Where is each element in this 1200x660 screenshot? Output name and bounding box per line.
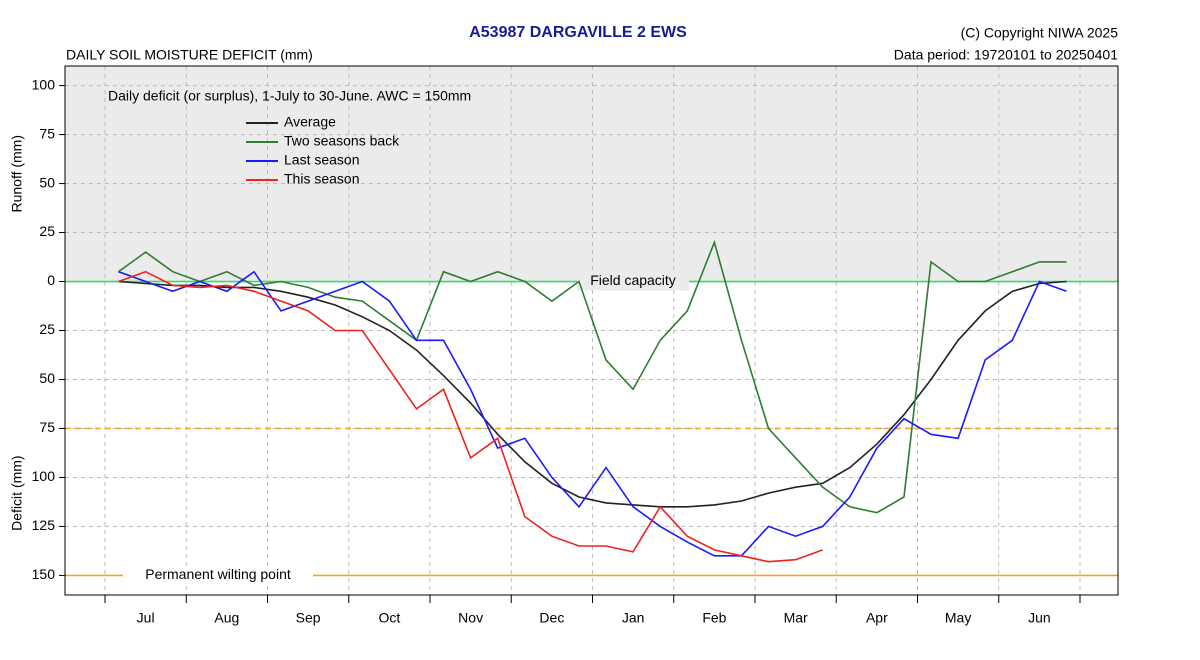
y-tick-label: 0 bbox=[47, 272, 55, 288]
x-tick-label: Aug bbox=[214, 610, 239, 626]
copyright: (C) Copyright NIWA 2025 bbox=[961, 25, 1119, 41]
x-tick-label: Jan bbox=[622, 610, 645, 626]
reference-label-bg bbox=[123, 566, 313, 585]
x-tick-label: May bbox=[945, 610, 971, 626]
y-tick-label: 100 bbox=[32, 468, 56, 484]
surplus-shade bbox=[65, 66, 1118, 282]
x-tick-label: Feb bbox=[702, 610, 726, 626]
y-axis-label: Deficit (mm) bbox=[9, 455, 25, 530]
y-tick-label: 25 bbox=[39, 223, 55, 239]
reference-label: Permanent wilting point bbox=[145, 566, 291, 582]
series-line bbox=[118, 270, 1067, 557]
legend-label: Two seasons back bbox=[284, 133, 400, 149]
chart-subtitle: DAILY SOIL MOISTURE DEFICIT (mm) bbox=[66, 47, 313, 63]
plot-frame bbox=[64, 65, 1119, 596]
y-axis-label: Runoff (mm) bbox=[9, 135, 25, 213]
reference-label-bg bbox=[577, 272, 689, 291]
x-tick-label: Dec bbox=[539, 610, 564, 626]
y-tick-label: 75 bbox=[39, 419, 55, 435]
y-tick-label: 50 bbox=[39, 174, 55, 190]
legend-label: This season bbox=[284, 171, 359, 187]
x-tick-label: Mar bbox=[784, 610, 808, 626]
chart-title: A53987 DARGAVILLE 2 EWS bbox=[469, 24, 687, 41]
reference-label: Field capacity bbox=[590, 272, 676, 288]
x-tick-label: Jul bbox=[137, 610, 155, 626]
data-period: Data period: 19720101 to 20250401 bbox=[894, 47, 1118, 63]
note: Daily deficit (or surplus), 1-July to 30… bbox=[108, 88, 471, 104]
y-tick-label: 25 bbox=[39, 321, 55, 337]
legend-label: Average bbox=[284, 114, 336, 130]
y-tick-label: 75 bbox=[39, 125, 55, 141]
legend-label: Last season bbox=[284, 152, 360, 168]
x-tick-label: Apr bbox=[866, 610, 888, 626]
x-tick-label: Jun bbox=[1028, 610, 1051, 626]
x-tick-label: Nov bbox=[458, 610, 483, 626]
x-tick-label: Oct bbox=[378, 610, 400, 626]
series-line bbox=[118, 239, 1067, 514]
series-line bbox=[118, 280, 1067, 508]
series-line bbox=[118, 270, 823, 563]
y-tick-label: 50 bbox=[39, 370, 55, 386]
y-tick-label: 125 bbox=[32, 517, 56, 533]
x-tick-label: Sep bbox=[296, 610, 321, 626]
y-tick-label: 100 bbox=[32, 76, 56, 92]
y-tick-label: 150 bbox=[32, 566, 56, 582]
